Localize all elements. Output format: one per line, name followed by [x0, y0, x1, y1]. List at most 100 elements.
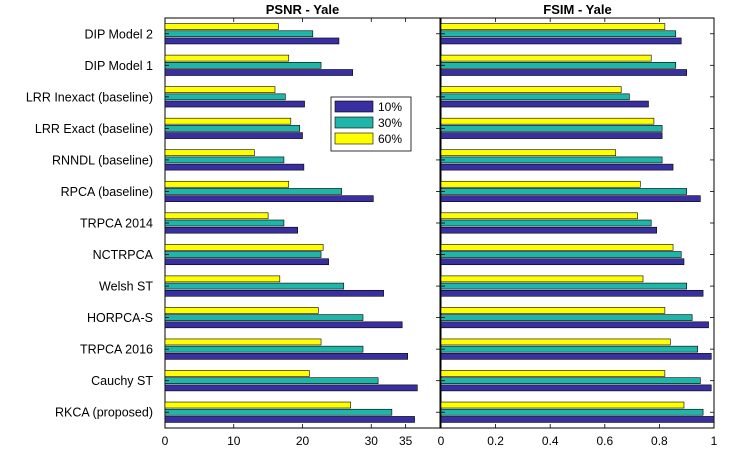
panel-fsim: FSIM - Yale 0 0.2 0.4 0.6 0.8 1 — [438, 2, 718, 448]
category-label: NCTRPCA — [93, 248, 154, 262]
bar-30pct-10 — [164, 345, 364, 353]
bar-60pct-12 — [164, 401, 351, 409]
bar-60pct-6 — [440, 212, 638, 220]
bar-10pct-10 — [440, 353, 712, 360]
bar-60pct-0 — [440, 23, 666, 30]
chart-title: PSNR - Yale — [266, 2, 339, 17]
bar-60pct-4 — [164, 149, 255, 157]
bar-60pct-5 — [440, 180, 641, 188]
x-tick-label: 30 — [365, 434, 379, 448]
bar-10pct-4 — [164, 163, 305, 171]
bar-10pct-5 — [164, 195, 374, 202]
category-label: HORPCA-S — [87, 311, 153, 325]
bar-60pct-5 — [164, 180, 290, 188]
bar-30pct-5 — [164, 188, 342, 195]
category-label: DIP Model 1 — [84, 59, 153, 73]
bar-10pct-1 — [440, 69, 687, 76]
bar-60pct-11 — [440, 370, 666, 377]
bar-30pct-12 — [440, 408, 704, 416]
category-label: LRR Exact (baseline) — [35, 122, 153, 136]
x-tick-label: 1 — [711, 434, 718, 448]
bar-60pct-12 — [440, 401, 685, 409]
bar-30pct-11 — [164, 377, 379, 384]
legend-swatch — [334, 116, 374, 129]
bar-10pct-0 — [164, 37, 340, 45]
category-label: TRPCA 2016 — [80, 343, 153, 357]
chart-title: FSIM - Yale — [543, 2, 611, 17]
bar-30pct-2 — [164, 93, 286, 101]
bar-30pct-5 — [440, 188, 687, 195]
legend: 10% 30% 60% — [330, 96, 412, 152]
bar-60pct-10 — [164, 338, 322, 346]
bar-30pct-4 — [440, 156, 663, 164]
bar-10pct-0 — [440, 37, 682, 45]
bar-10pct-3 — [440, 132, 663, 139]
bar-60pct-7 — [440, 244, 674, 251]
bar-30pct-1 — [164, 62, 322, 69]
bar-10pct-3 — [164, 132, 303, 139]
bar-60pct-1 — [164, 54, 290, 62]
bar-30pct-10 — [440, 345, 698, 353]
bar-60pct-4 — [440, 149, 617, 157]
bar-30pct-6 — [440, 219, 652, 227]
bar-10pct-1 — [164, 69, 353, 76]
bar-30pct-4 — [164, 156, 285, 164]
category-label: LRR Inexact (baseline) — [26, 90, 153, 104]
x-tick-label: 0.8 — [651, 434, 668, 448]
bar-60pct-1 — [440, 54, 652, 62]
bar-60pct-2 — [440, 86, 622, 93]
bar-30pct-3 — [164, 125, 301, 132]
bar-60pct-2 — [164, 86, 276, 93]
bar-30pct-11 — [440, 377, 701, 384]
bar-30pct-9 — [164, 314, 364, 321]
bar-10pct-11 — [164, 384, 418, 392]
bar-10pct-7 — [164, 258, 329, 266]
bar-30pct-0 — [440, 30, 677, 38]
bar-10pct-12 — [164, 416, 415, 423]
bar-30pct-7 — [164, 251, 322, 258]
x-tick-label: 10 — [227, 434, 241, 448]
bar-10pct-8 — [440, 289, 704, 297]
category-label: TRPCA 2014 — [80, 217, 153, 231]
bar-30pct-7 — [440, 251, 682, 258]
category-label: RKCA (proposed) — [55, 406, 153, 420]
category-label: Welsh ST — [99, 280, 153, 294]
x-tick-label: 0.6 — [596, 434, 613, 448]
panel-psnr: PSNR - Yale DIP Model 2 DIP Model 1 LRR Ine… — [26, 2, 441, 448]
legend-swatch — [334, 100, 374, 113]
bar-30pct-2 — [440, 93, 630, 101]
bar-30pct-6 — [164, 219, 285, 227]
category-label: DIP Model 2 — [84, 27, 153, 41]
legend-label: 10% — [378, 100, 402, 114]
bar-30pct-8 — [440, 282, 687, 290]
x-tick-label: 0.2 — [487, 434, 504, 448]
x-tick-label: 35 — [399, 434, 413, 448]
bar-60pct-8 — [164, 275, 281, 283]
bar-10pct-7 — [440, 258, 685, 266]
bar-60pct-8 — [440, 275, 644, 283]
bar-60pct-6 — [164, 212, 269, 220]
bar-10pct-2 — [164, 100, 305, 108]
bar-10pct-5 — [440, 195, 701, 202]
bar-10pct-8 — [164, 289, 384, 297]
bar-30pct-9 — [440, 314, 693, 321]
bar-10pct-4 — [440, 163, 674, 171]
category-label: RPCA (baseline) — [61, 185, 153, 199]
bar-10pct-9 — [440, 321, 709, 329]
bar-30pct-8 — [164, 282, 345, 290]
bar-10pct-11 — [440, 384, 712, 392]
legend-label: 60% — [378, 132, 402, 146]
x-tick-label: 20 — [296, 434, 310, 448]
category-label: Cauchy ST — [91, 374, 153, 388]
bar-60pct-11 — [164, 370, 310, 377]
bar-10pct-10 — [164, 353, 408, 360]
legend-label: 30% — [378, 116, 402, 130]
x-tick-label: 0 — [438, 434, 445, 448]
category-label: RNNDL (baseline) — [52, 153, 153, 167]
bar-30pct-3 — [440, 125, 663, 132]
bar-10pct-9 — [164, 321, 403, 329]
bar-30pct-0 — [164, 30, 314, 38]
bar-10pct-12 — [440, 416, 715, 423]
bar-10pct-6 — [440, 226, 657, 234]
